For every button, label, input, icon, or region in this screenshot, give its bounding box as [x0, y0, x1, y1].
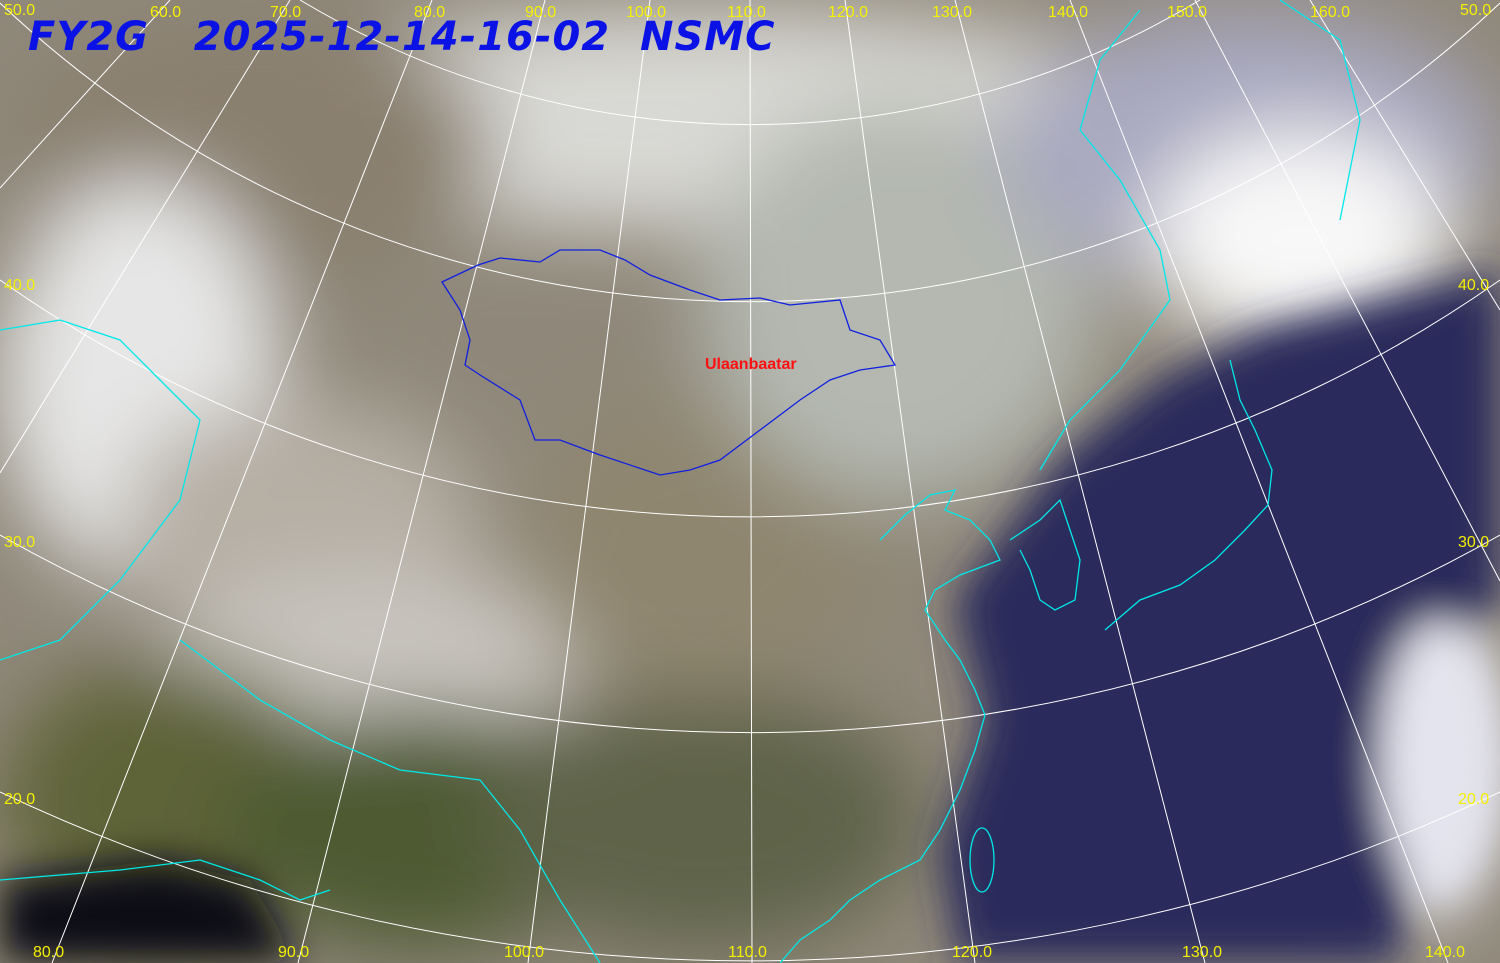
- ocean-layer: [0, 270, 1500, 963]
- top-lon-label: 110.0: [727, 4, 766, 21]
- top-lon-label: 120.0: [828, 4, 869, 21]
- bottom-lon-label: 80.0: [33, 944, 65, 961]
- western-border: [0, 319, 201, 661]
- top-lon-label: 100.0: [626, 4, 667, 21]
- meridian-150: [1194, 0, 1500, 582]
- left-lat-label: 40.0: [4, 277, 36, 294]
- top-lon-label: 140.0: [1048, 4, 1089, 21]
- top-lon-label: 50.0: [4, 2, 36, 19]
- meridian-110: [749, 0, 753, 963]
- top-lon-label: 60.0: [150, 4, 182, 21]
- bottom-lon-label: 140.0: [1425, 944, 1466, 961]
- parallel-30: [0, 534, 1500, 734]
- top-lon-label: 160.0: [1310, 4, 1351, 21]
- parallel-50: [0, 2, 1500, 303]
- meridian-100: [527, 0, 651, 963]
- image-title: FY2G 2025-12-14-16-02 NSMC: [28, 14, 775, 60]
- himalaya-border: [179, 639, 601, 963]
- city-label-ulaanbaatar: Ulaanbaatar: [705, 356, 797, 373]
- bottom-lon-label: 130.0: [1182, 944, 1223, 961]
- parallel-20: [0, 791, 1500, 962]
- right-lat-label: 40.0: [1458, 277, 1490, 294]
- bottom-lon-label: 90.0: [278, 944, 310, 961]
- top-lon-label: 150.0: [1167, 4, 1208, 21]
- meridian-140: [1069, 0, 1449, 963]
- bay-of-bengal-coastline: [0, 859, 331, 901]
- meridian-130: [954, 0, 1206, 963]
- meridian-80: [51, 0, 433, 963]
- china-coastline: [779, 489, 1001, 963]
- agency: NSMC: [639, 14, 776, 60]
- right-lat-label: 30.0: [1458, 534, 1490, 551]
- top-lon-label: 130.0: [932, 4, 973, 21]
- bottom-lon-label: 120.0: [952, 944, 993, 961]
- taiwan-coastline: [969, 827, 995, 893]
- russia-coastline: [1039, 9, 1171, 471]
- satellite-name: FY2G: [28, 14, 149, 60]
- meridian-160: [1309, 0, 1500, 311]
- kamchatka-coastline: [1279, 0, 1361, 221]
- mongolia-border: [441, 249, 897, 476]
- top-lon-label: 70.0: [270, 4, 302, 21]
- top-lon-label: 50.0: [1460, 2, 1492, 19]
- parallel-40: [0, 279, 1500, 518]
- left-lat-label: 30.0: [4, 534, 36, 551]
- timestamp: 2025-12-14-16-02: [193, 14, 611, 60]
- top-lon-label: 80.0: [414, 4, 446, 21]
- coastlines: [0, 0, 1361, 963]
- left-lat-label: 20.0: [4, 791, 36, 808]
- japan-coastline: [1104, 359, 1273, 631]
- meridian-90: [297, 0, 546, 963]
- bottom-lon-label: 110.0: [728, 944, 767, 961]
- right-lat-label: 20.0: [1458, 791, 1490, 808]
- meridian-70: [0, 0, 291, 474]
- meridian-60: [0, 0, 171, 189]
- korea-coastline: [1009, 498, 1081, 611]
- bottom-lon-label: 100.0: [504, 944, 545, 961]
- top-lon-label: 90.0: [525, 4, 557, 21]
